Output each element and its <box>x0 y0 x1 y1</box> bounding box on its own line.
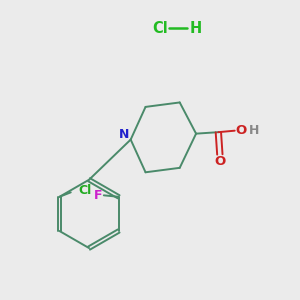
Text: O: O <box>214 155 226 168</box>
Text: Cl: Cl <box>79 184 92 197</box>
Text: H: H <box>190 21 202 36</box>
Text: N: N <box>119 128 129 141</box>
Text: Cl: Cl <box>152 21 168 36</box>
Text: H: H <box>249 124 259 137</box>
Text: F: F <box>94 189 102 202</box>
Text: O: O <box>235 124 246 137</box>
